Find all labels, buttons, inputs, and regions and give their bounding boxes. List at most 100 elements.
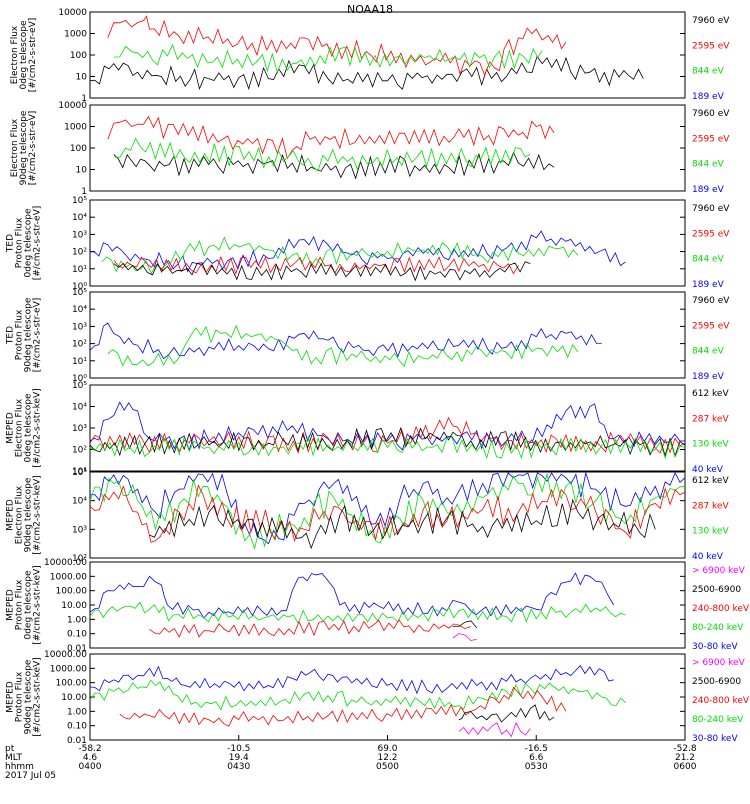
x-tick-label: 21.2 bbox=[675, 753, 695, 763]
x-tick-label: 69.0 bbox=[377, 744, 397, 754]
legend-entry: 844 eV bbox=[692, 255, 725, 265]
y-axis-label: MEPEDProton Flux0deg telescope[#/cm2-s-s… bbox=[6, 565, 43, 644]
y-tick-label: 10⁵ bbox=[72, 288, 87, 298]
series-line bbox=[458, 721, 531, 738]
legend-entry: 612 keV bbox=[692, 389, 729, 399]
series-line bbox=[89, 55, 644, 91]
series-line bbox=[89, 484, 686, 543]
y-tick-label: 10² bbox=[72, 554, 87, 564]
y-tick-label: 10³ bbox=[72, 424, 87, 434]
legend-entry: 7960 eV bbox=[692, 16, 730, 26]
legend-entry: 844 eV bbox=[692, 347, 725, 357]
legend-entry: 7960 eV bbox=[692, 109, 730, 119]
x-row-label: hhmm bbox=[5, 762, 34, 772]
y-tick-label: 10 bbox=[76, 166, 88, 176]
panel-1: 1 10 100 1000 10000 Electron Flux0deg telesco… bbox=[10, 8, 730, 104]
legend-entry: 240-800 keV bbox=[692, 604, 750, 614]
series-line bbox=[113, 151, 555, 180]
series-line bbox=[89, 471, 686, 545]
legend-entry: 287 keV bbox=[692, 501, 729, 511]
y-tick-label: 10⁴ bbox=[72, 497, 87, 507]
x-tick-label: 0530 bbox=[525, 762, 548, 772]
y-tick-label: 10² bbox=[72, 248, 87, 258]
y-tick-label: 100 bbox=[70, 51, 87, 61]
x-tick-label: -52.8 bbox=[673, 744, 697, 754]
legend-entry: 2595 eV bbox=[692, 321, 730, 331]
y-tick-label: 0.01 bbox=[67, 736, 87, 746]
y-tick-label: 0.01 bbox=[67, 644, 87, 654]
y-axis-label: MEPEDElectron Flux0deg telescope[#/cm2-s… bbox=[6, 388, 43, 467]
panel-4: 10⁰ 10¹ 10² 10³ 10⁴ 10⁵ TEDProton Flux90deg te… bbox=[6, 288, 731, 384]
y-axis-label: MEPEDElectron Flux90deg telescope[#/cm2-… bbox=[6, 475, 43, 554]
series-line bbox=[89, 230, 626, 273]
series-line bbox=[149, 618, 471, 638]
x-tick-label: 19.4 bbox=[229, 753, 249, 763]
y-tick-label: 10⁴ bbox=[72, 213, 87, 223]
legend-entry: 80-240 keV bbox=[692, 623, 744, 633]
legend-entry: 2500-6900 bbox=[692, 585, 741, 595]
y-tick-label: 10³ bbox=[72, 322, 87, 332]
y-tick-label: 10¹ bbox=[72, 357, 87, 367]
series-line bbox=[458, 704, 555, 723]
legend-entry: 189 eV bbox=[692, 280, 725, 290]
plot-title: NOAA18 bbox=[347, 3, 393, 16]
y-tick-label: 10000 bbox=[58, 101, 87, 111]
series-line bbox=[89, 435, 686, 460]
legend-entry: 2500-6900 bbox=[692, 677, 741, 687]
legend-entry: 844 eV bbox=[692, 160, 725, 170]
y-tick-label: 0.10 bbox=[67, 722, 87, 732]
series-line bbox=[107, 115, 555, 160]
legend-entry: 189 eV bbox=[692, 185, 725, 195]
series-line bbox=[89, 601, 626, 624]
x-tick-label: 0430 bbox=[227, 762, 250, 772]
y-tick-label: 10000.00 bbox=[44, 558, 87, 568]
date-label: 2017 Jul 05 bbox=[5, 771, 56, 781]
y-tick-label: 10⁰ bbox=[72, 374, 87, 384]
legend-entry: 189 eV bbox=[692, 92, 725, 102]
y-tick-label: 10⁵ bbox=[72, 196, 87, 206]
legend-entry: 40 keV bbox=[692, 465, 724, 475]
series-line bbox=[119, 686, 567, 727]
legend-entry: 2595 eV bbox=[692, 229, 730, 239]
y-tick-label: 10⁰ bbox=[72, 282, 87, 292]
panel-7: 0.01 0.10 1.00 10.00 100.00 1000.00 10000.00ME… bbox=[6, 558, 750, 654]
series-line bbox=[107, 324, 579, 368]
y-tick-label: 100 bbox=[70, 144, 87, 154]
series-line bbox=[113, 137, 531, 172]
y-tick-label: 10 bbox=[76, 73, 88, 83]
series-line bbox=[89, 679, 626, 711]
y-tick-label: 10³ bbox=[72, 230, 87, 240]
series-line bbox=[452, 633, 477, 641]
y-tick-label: 1000.00 bbox=[50, 572, 87, 582]
x-row-label: pt bbox=[5, 744, 15, 754]
y-tick-label: 1 bbox=[81, 94, 87, 104]
y-tick-label: 1000 bbox=[64, 123, 87, 133]
y-tick-label: 10² bbox=[72, 446, 87, 456]
series-line bbox=[101, 236, 579, 275]
legend-entry: 2595 eV bbox=[692, 41, 730, 51]
y-tick-label: 10¹ bbox=[72, 467, 87, 477]
panel-5: 10¹ 10² 10³ 10⁴ 10⁵ MEPEDElectron Flux0deg te… bbox=[6, 381, 730, 477]
y-tick-label: 10¹ bbox=[72, 265, 87, 275]
legend-entry: 30-80 keV bbox=[692, 734, 738, 744]
y-axis-label: MEPEDProton Flux90deg telescope[#/cm2-s-… bbox=[6, 657, 43, 736]
x-tick-label: 6.6 bbox=[529, 753, 544, 763]
legend-entry: 287 keV bbox=[692, 414, 729, 424]
x-tick-label: -58.2 bbox=[78, 744, 101, 754]
y-tick-label: 100.00 bbox=[56, 679, 88, 689]
panel-frame bbox=[89, 291, 686, 379]
x-tick-label: 4.6 bbox=[83, 753, 98, 763]
series-line bbox=[149, 498, 656, 550]
legend-entry: 2595 eV bbox=[692, 134, 730, 144]
x-row-label: MLT bbox=[5, 753, 23, 763]
y-tick-label: 1000.00 bbox=[50, 664, 87, 674]
series-line bbox=[89, 426, 686, 458]
legend-entry: 30-80 keV bbox=[692, 642, 738, 652]
x-tick-label: 0500 bbox=[376, 762, 399, 772]
legend-entry: 40 keV bbox=[692, 552, 724, 562]
legend-entry: > 6900 keV bbox=[692, 566, 746, 576]
x-tick-label: -10.5 bbox=[227, 744, 250, 754]
y-axis-label: TEDProton Flux90deg telescope[#/cm2-s-st… bbox=[6, 297, 43, 372]
series-line bbox=[89, 473, 686, 550]
